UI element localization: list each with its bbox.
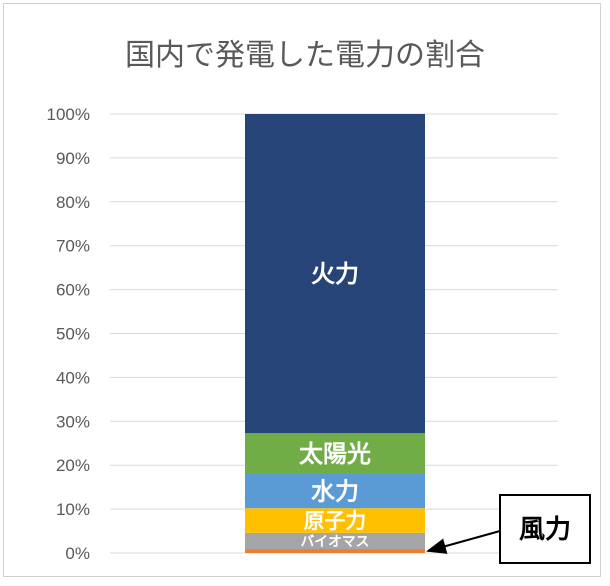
- chart-title: 国内で発電した電力の割合: [125, 38, 485, 73]
- callout-label: 風力: [519, 515, 571, 545]
- y-tick-label: 90%: [56, 149, 90, 168]
- y-tick-label: 40%: [56, 368, 90, 387]
- bar-segment: [245, 508, 425, 533]
- segment-label: 火力: [311, 260, 359, 288]
- callout-arrow: [426, 530, 501, 554]
- y-tick-label: 20%: [56, 456, 90, 475]
- y-tick-label: 30%: [56, 412, 90, 431]
- segment-label: バイオマス: [301, 534, 370, 550]
- bar-segment: [245, 549, 425, 553]
- bar-segment: [245, 532, 425, 550]
- y-tick-label: 100%: [47, 105, 90, 124]
- segment-label: 原子力: [304, 509, 367, 533]
- bar-segment: [245, 473, 425, 509]
- segment-label: 水力: [311, 478, 359, 506]
- y-tick-label: 60%: [56, 281, 90, 300]
- y-tick-label: 80%: [56, 193, 90, 212]
- bar-segment: [245, 114, 425, 434]
- y-tick-label: 70%: [56, 237, 90, 256]
- y-tick-label: 50%: [56, 325, 90, 344]
- bar-segment: [245, 433, 425, 474]
- y-tick-label: 10%: [56, 500, 90, 519]
- y-tick-label: 0%: [65, 544, 90, 563]
- callout-box: [499, 494, 591, 564]
- segment-label: 太陽光: [299, 440, 371, 468]
